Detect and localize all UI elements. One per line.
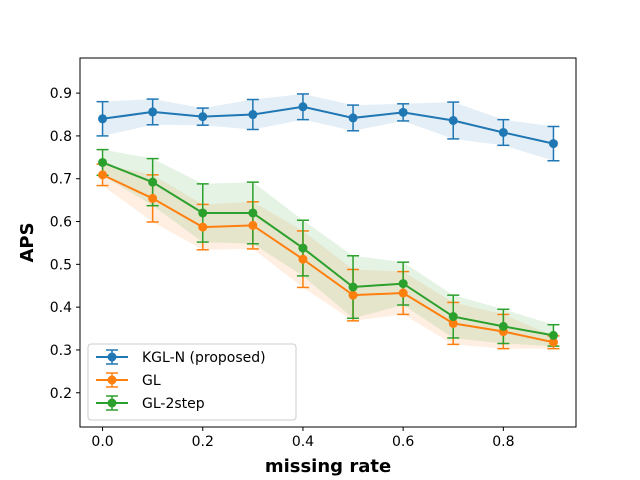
- series-0-error-band: [102, 93, 554, 161]
- series-0-point: [448, 115, 458, 125]
- plot-frame: [79, 57, 577, 428]
- series-0-point: [348, 113, 358, 123]
- y-tick-label: 0.9: [50, 86, 72, 102]
- series-1-point: [398, 288, 408, 298]
- series-1-point: [148, 193, 158, 203]
- series-0-point: [398, 107, 408, 117]
- series-1-line: [102, 173, 554, 344]
- series-1-point: [448, 318, 458, 328]
- series-2-point: [98, 157, 108, 167]
- series-1-point: [198, 222, 208, 232]
- series-2-point: [198, 208, 208, 218]
- x-tick-label: 0.6: [392, 434, 414, 450]
- legend-marker-1: [107, 375, 117, 385]
- series-1-point: [248, 220, 258, 230]
- series-0-point: [548, 139, 558, 149]
- series-2-point: [298, 243, 308, 253]
- legend-marker-0: [107, 352, 117, 362]
- y-tick-label: 0.8: [50, 129, 72, 145]
- series-0-point: [198, 112, 208, 122]
- legend-label-1: GL: [142, 373, 161, 389]
- series-0-point: [98, 114, 108, 124]
- x-tick-label: 0.2: [192, 434, 214, 450]
- series-2-point: [498, 321, 508, 331]
- y-axis-title: APS: [17, 222, 38, 262]
- series-2-point: [148, 177, 158, 187]
- legend-box: [87, 343, 297, 421]
- series-1-point: [348, 290, 358, 300]
- series-2-line: [102, 161, 554, 337]
- y-tick-label: 0.6: [50, 215, 72, 231]
- x-tick-label: 0.4: [292, 434, 314, 450]
- y-tick-label: 0.7: [50, 172, 72, 188]
- x-tick-label: 0.0: [91, 434, 113, 450]
- series-2-point: [398, 279, 408, 289]
- series-1-point: [548, 337, 558, 347]
- series-2-point: [348, 282, 358, 292]
- x-axis-title: missing rate: [265, 456, 391, 477]
- series-2-point: [548, 330, 558, 340]
- y-tick-label: 0.4: [50, 300, 72, 316]
- legend: KGL-N (proposed) GL GL-2step: [87, 343, 297, 421]
- y-tick-label: 0.3: [50, 343, 72, 359]
- series-1-error-band: [102, 164, 554, 349]
- series-0-point: [148, 107, 158, 117]
- x-tick-label: 0.8: [492, 434, 514, 450]
- series-0-line: [102, 105, 554, 145]
- series-2-point: [448, 312, 458, 322]
- y-tick-label: 0.2: [50, 386, 72, 402]
- series-1-point: [98, 170, 108, 180]
- series-2-point: [248, 208, 258, 218]
- legend-label-2: GL-2step: [142, 396, 205, 412]
- series-2-error-band: [102, 149, 554, 347]
- legend-marker-2: [107, 398, 117, 408]
- series-0-point: [498, 127, 508, 137]
- legend-label-0: KGL-N (proposed): [142, 350, 266, 366]
- series-0-point: [298, 102, 308, 112]
- series-1-point: [298, 254, 308, 264]
- y-tick-label: 0.5: [50, 257, 72, 273]
- series-0-point: [248, 110, 258, 120]
